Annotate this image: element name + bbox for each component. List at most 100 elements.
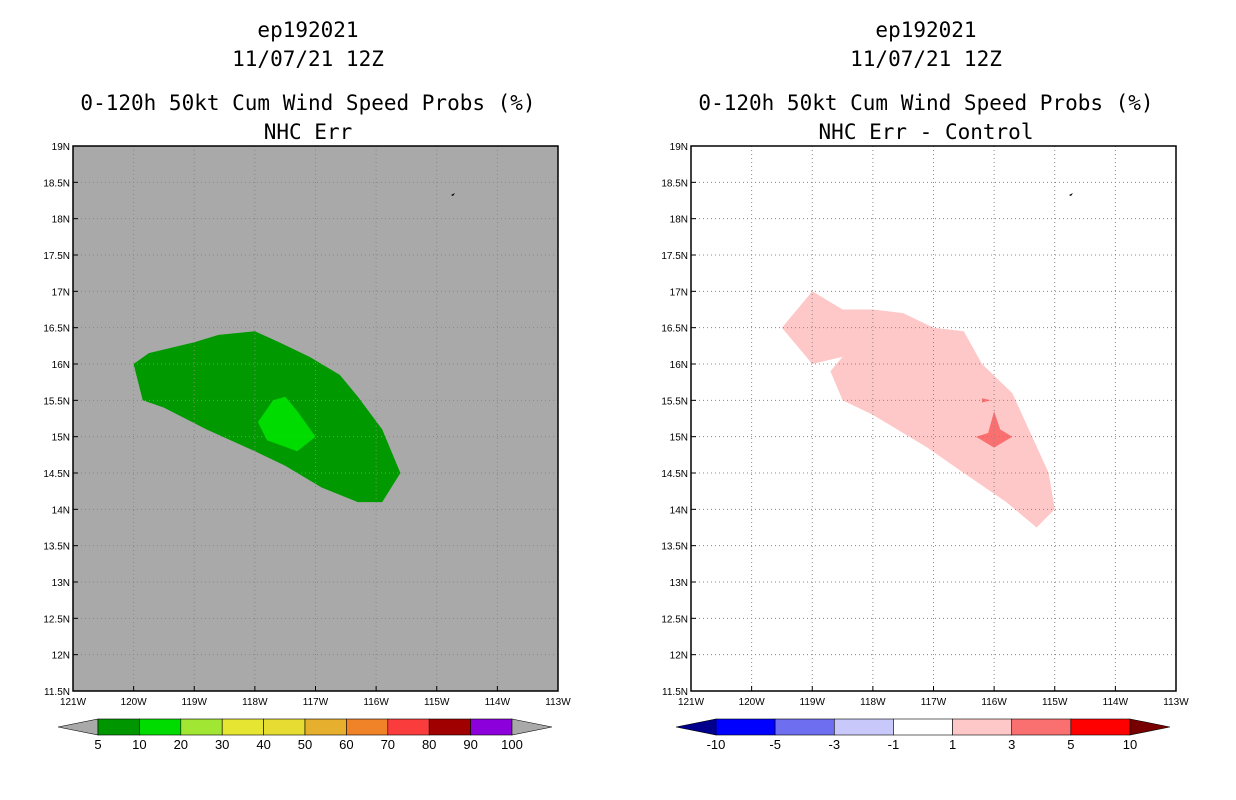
colorbar-label: 1 [949, 737, 956, 752]
x-tick-label: 116W [981, 697, 1007, 708]
y-tick-label: 14.5N [43, 469, 70, 480]
right-title-storm: ep192021 [875, 18, 976, 42]
y-tick-label: 14N [52, 505, 70, 516]
colorbar-segment [1011, 718, 1072, 736]
right-title-subtitle: NHC Err - Control [819, 120, 1034, 144]
right-title-product: 0-120h 50kt Cum Wind Speed Probs (%) [698, 91, 1153, 115]
contour-region-1-3 [781, 291, 1055, 528]
x-tick-label: 120W [739, 697, 766, 708]
colorbar-segment [346, 718, 389, 736]
x-tick-label: 120W [121, 697, 148, 708]
colorbar-segment [304, 718, 347, 736]
colorbar-segment [428, 718, 471, 736]
right-island-mark [1069, 193, 1073, 196]
right-contours [781, 291, 1055, 528]
colorbar-segment [893, 718, 953, 736]
colorbar-segment [387, 718, 430, 736]
y-tick-label: 19N [670, 142, 688, 153]
x-tick-label: 117W [921, 697, 947, 708]
colorbar-segment [833, 718, 894, 736]
colorbar-segment [180, 718, 223, 736]
right-panel: ep192021 11/07/21 12Z 0-120h 50kt Cum Wi… [661, 18, 1189, 752]
y-tick-label: 17.5N [43, 251, 70, 262]
colorbar-label: 50 [298, 737, 312, 752]
right-gridlines [691, 146, 1176, 691]
y-tick-label: 16N [670, 360, 688, 371]
colorbar-low-extension [675, 718, 717, 736]
y-tick-label: 18.5N [661, 178, 688, 189]
right-colorbar: -10 -5 -3 -1 1 3 5 10 [675, 718, 1171, 752]
colorbar-high-extension [1129, 718, 1171, 736]
contour-region-3-5 [975, 411, 1013, 448]
colorbar-segment [1070, 718, 1131, 736]
x-tick-label: 116W [363, 697, 389, 708]
colorbar-label: -1 [888, 737, 900, 752]
left-y-axis: 11.5N 12N 12.5N 13N 13.5N 14N 14.5N 15N 15.5N 16N… [43, 142, 78, 698]
y-tick-label: 16N [52, 360, 70, 371]
x-tick-label: 114W [1103, 697, 1129, 708]
left-panel: ep192021 11/07/21 12Z 0-120h 50kt Cum Wi… [43, 18, 571, 752]
x-tick-label: 119W [182, 697, 208, 708]
colorbar-segment [139, 718, 182, 736]
colorbar-label: 40 [256, 737, 270, 752]
colorbar-label: -5 [769, 737, 781, 752]
y-tick-label: 15N [52, 433, 70, 444]
colorbar-label: 70 [381, 737, 395, 752]
y-tick-label: 14N [670, 505, 688, 516]
x-tick-label: 118W [242, 697, 268, 708]
y-tick-label: 15.5N [661, 396, 688, 407]
colorbar-low-extension [57, 718, 99, 736]
y-tick-label: 15.5N [43, 396, 70, 407]
x-tick-label: 114W [485, 697, 511, 708]
left-title-storm: ep192021 [257, 18, 358, 42]
y-tick-label: 13.5N [43, 542, 70, 553]
left-title-subtitle: NHC Err [264, 120, 353, 144]
y-tick-label: 18N [52, 215, 70, 226]
x-tick-label: 121W [678, 697, 705, 708]
y-tick-label: 13N [52, 578, 70, 589]
left-title-product: 0-120h 50kt Cum Wind Speed Probs (%) [80, 91, 535, 115]
colorbar-high-extension [511, 718, 553, 736]
y-tick-label: 12.5N [43, 614, 70, 625]
colorbar-label: 30 [215, 737, 229, 752]
y-tick-label: 18N [670, 215, 688, 226]
x-tick-label: 117W [303, 697, 329, 708]
y-tick-label: 14.5N [661, 469, 688, 480]
colorbar-label: 3 [1008, 737, 1015, 752]
x-tick-label: 118W [860, 697, 886, 708]
y-tick-label: 17.5N [661, 251, 688, 262]
y-tick-label: 16.5N [43, 324, 70, 335]
colorbar-label: 100 [501, 737, 523, 752]
colorbar-segment [221, 718, 264, 736]
colorbar-segment [470, 718, 513, 736]
x-tick-label: 113W [1163, 697, 1189, 708]
left-island-mark [451, 193, 455, 196]
y-tick-label: 17N [670, 287, 688, 298]
y-tick-label: 12N [52, 651, 70, 662]
y-tick-label: 19N [52, 142, 70, 153]
y-tick-label: 12N [670, 651, 688, 662]
colorbar-label: 5 [1067, 737, 1074, 752]
y-tick-label: 13N [670, 578, 688, 589]
y-tick-label: 11.5N [662, 687, 688, 698]
x-tick-label: 115W [1042, 697, 1068, 708]
colorbar-label: 60 [339, 737, 353, 752]
colorbar-segment [715, 718, 776, 736]
y-tick-label: 13.5N [661, 542, 688, 553]
y-tick-label: 15N [670, 433, 688, 444]
right-y-axis: 11.5N 12N 12.5N 13N 13.5N 14N 14.5N 15N 15.5N 16N… [661, 142, 696, 698]
contour-region-10-20 [257, 396, 316, 452]
y-tick-label: 12.5N [661, 614, 688, 625]
right-x-axis: 121W 120W 119W 118W 117W 116W 115W 114W 113W [678, 686, 1189, 708]
left-title-date: 11/07/21 12Z [232, 47, 384, 71]
colorbar-segment [263, 718, 306, 736]
y-tick-label: 16.5N [661, 324, 688, 335]
colorbar-label: 10 [1123, 737, 1137, 752]
colorbar-label: -10 [707, 737, 726, 752]
colorbar-label: 20 [174, 737, 188, 752]
colorbar-label: 5 [94, 737, 101, 752]
colorbar-label: 90 [463, 737, 477, 752]
colorbar-label: -3 [829, 737, 841, 752]
left-x-axis: 121W 120W 119W 118W 117W 116W 115W 114W 113W [60, 686, 571, 708]
